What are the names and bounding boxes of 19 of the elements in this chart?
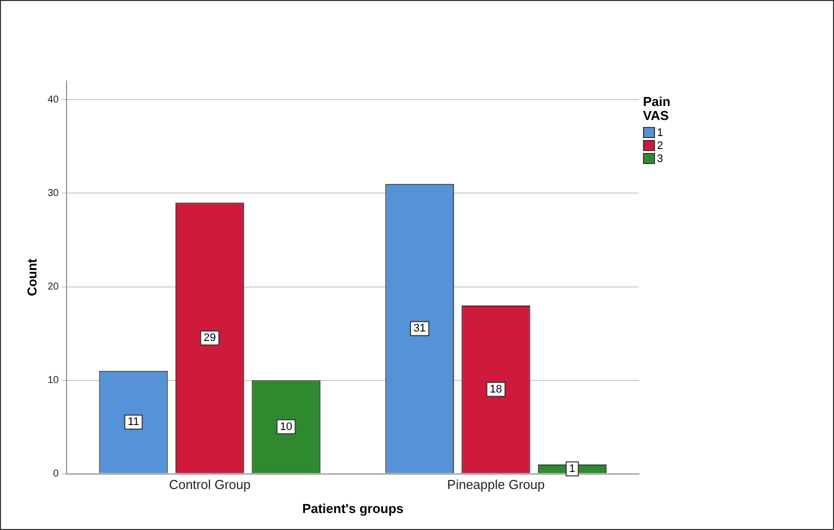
x-axis-title: Patient's groups: [302, 500, 404, 516]
legend-label: 1: [657, 126, 664, 138]
y-tick-label: 20: [48, 282, 60, 292]
data-label: 11: [128, 416, 140, 428]
y-tick-label: 30: [48, 188, 60, 199]
x-tick-label: Control Group: [168, 477, 251, 492]
data-label: 31: [414, 322, 426, 335]
x-tick-label: Pineapple Group: [447, 477, 545, 492]
legend-label: 2: [657, 140, 664, 152]
y-tick-label: 40: [48, 94, 60, 106]
legend-title: Pain VAS: [643, 94, 672, 123]
data-label: 10: [280, 420, 292, 433]
data-label: 1: [569, 462, 576, 475]
y-axis-title: Count: [24, 258, 40, 296]
data-label: 18: [490, 383, 502, 396]
y-tick-label: 10: [48, 375, 60, 386]
legend-label: 3: [657, 152, 664, 164]
y-tick-label: 0: [53, 468, 60, 480]
data-label: 29: [204, 332, 216, 344]
